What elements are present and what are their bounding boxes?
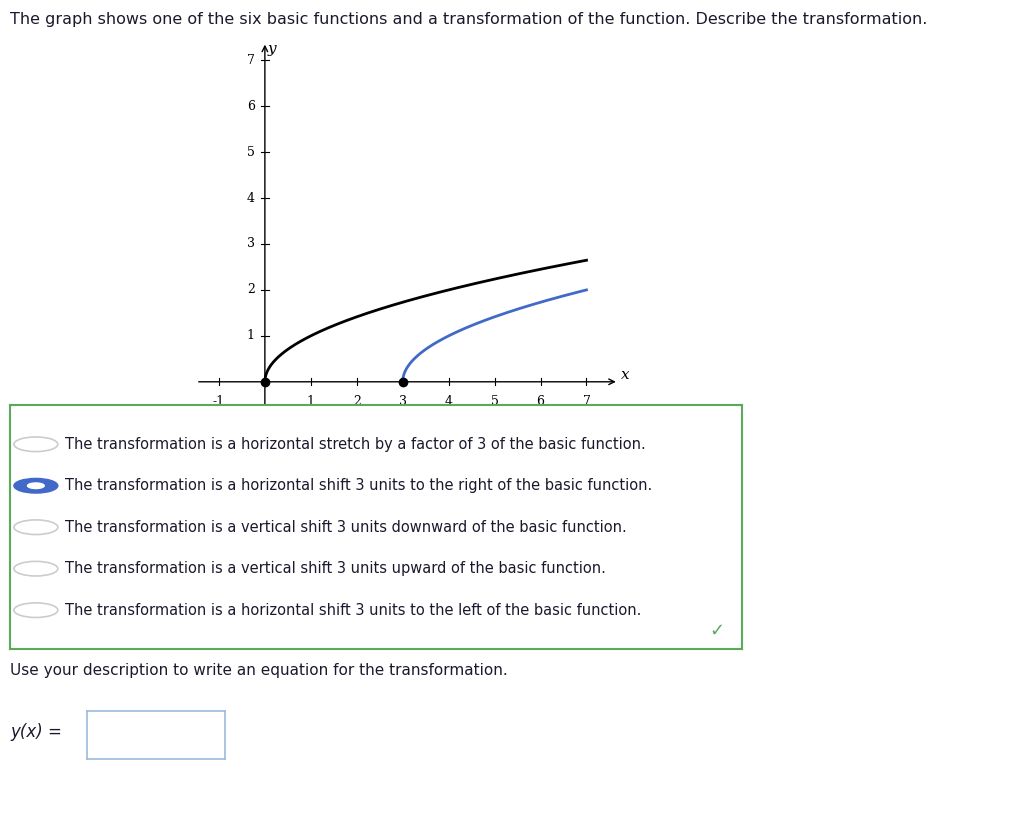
Text: 1: 1 (307, 394, 314, 408)
Text: 6: 6 (537, 394, 545, 408)
Text: The transformation is a vertical shift 3 units downward of the basic function.: The transformation is a vertical shift 3… (66, 519, 627, 535)
Text: 5: 5 (490, 394, 499, 408)
Circle shape (28, 483, 44, 489)
Text: -1: -1 (213, 394, 225, 408)
Text: 4: 4 (247, 192, 255, 204)
Text: 2: 2 (353, 394, 360, 408)
Text: 1: 1 (247, 329, 255, 342)
Text: y: y (267, 42, 276, 55)
Text: y(x) =: y(x) = (10, 723, 62, 741)
Text: 3: 3 (398, 394, 407, 408)
Text: x: x (621, 368, 630, 382)
Text: 3: 3 (247, 237, 255, 251)
Text: The transformation is a horizontal shift 3 units to the right of the basic funct: The transformation is a horizontal shift… (66, 478, 652, 493)
Text: 6: 6 (247, 99, 255, 112)
Circle shape (14, 478, 57, 493)
Text: Use your description to write an equation for the transformation.: Use your description to write an equatio… (10, 663, 508, 678)
Text: 7: 7 (583, 394, 591, 408)
Text: ✓: ✓ (709, 621, 724, 639)
Text: -1: -1 (243, 421, 255, 434)
Text: 7: 7 (247, 54, 255, 67)
Text: 4: 4 (444, 394, 453, 408)
Text: The transformation is a horizontal shift 3 units to the left of the basic functi: The transformation is a horizontal shift… (66, 603, 641, 618)
Text: 5: 5 (247, 146, 255, 159)
Text: The transformation is a vertical shift 3 units upward of the basic function.: The transformation is a vertical shift 3… (66, 562, 606, 576)
Text: 2: 2 (247, 284, 255, 296)
Text: The graph shows one of the six basic functions and a transformation of the funct: The graph shows one of the six basic fun… (10, 12, 928, 27)
Text: The transformation is a horizontal stretch by a factor of 3 of the basic functio: The transformation is a horizontal stret… (66, 437, 646, 452)
